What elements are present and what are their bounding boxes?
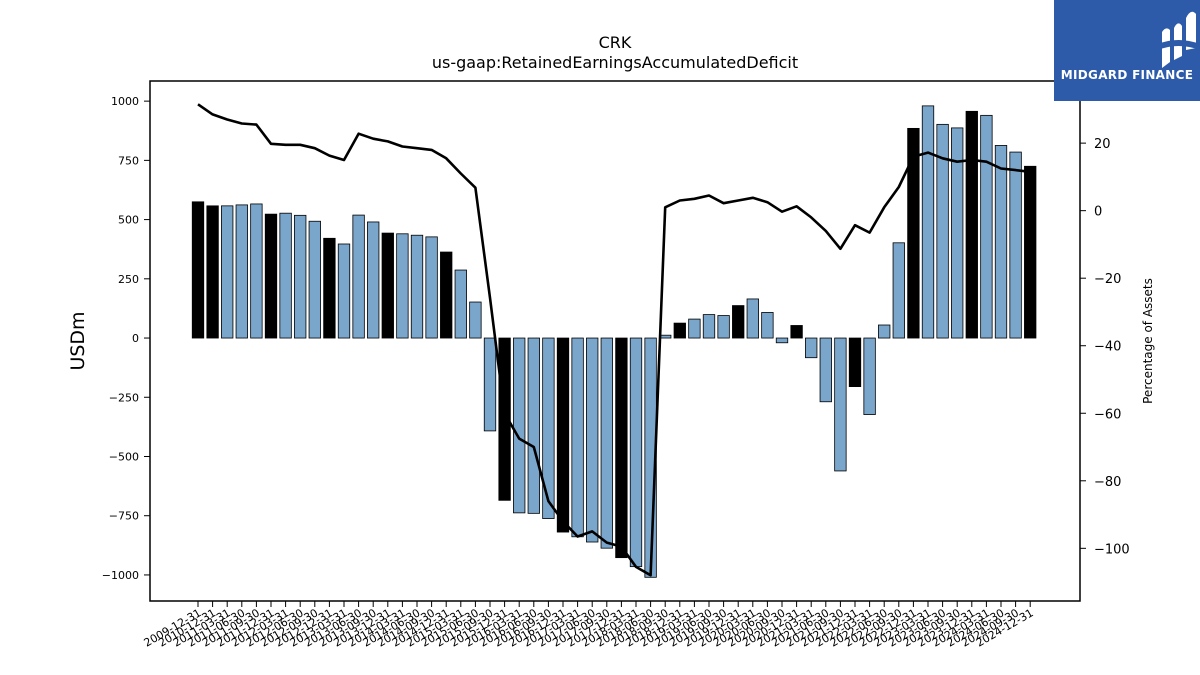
pct-assets-line	[197, 103, 1031, 577]
bar-series	[191, 105, 1037, 578]
bar-2019-06-30	[702, 314, 716, 339]
bar-2016-06-30	[527, 337, 540, 514]
y2-tick-label: −80	[1094, 475, 1121, 490]
plot-frame	[149, 80, 1081, 602]
bar-2016-03-31	[513, 337, 526, 514]
chart-title: CRK	[599, 33, 632, 52]
y-tick-label: −250	[109, 391, 139, 404]
bar-2015-03-31	[454, 269, 467, 339]
bar-2023-06-30	[936, 123, 949, 339]
bar-2019-03-31	[688, 318, 701, 339]
bar-2011-12-31	[264, 213, 278, 339]
bar-2016-09-30	[542, 337, 555, 519]
y-axis-label: USDm	[67, 311, 89, 370]
bar-2012-09-30	[308, 220, 321, 339]
bar-2021-09-30	[834, 337, 847, 472]
y2-tick-label: 20	[1094, 137, 1111, 152]
bar-2020-06-30	[761, 312, 774, 339]
y-tick-label: −500	[109, 450, 139, 463]
y2-tick-label: 0	[1094, 205, 1102, 220]
y2-tick-label: −40	[1094, 340, 1121, 355]
bar-2015-06-30	[469, 301, 482, 339]
x-axis: 2009-12-312010-12-312011-03-312011-06-30…	[142, 601, 1036, 650]
bar-2022-12-31	[907, 127, 920, 339]
chart-subtitle: us-gaap:RetainedEarningsAccumulatedDefic…	[432, 53, 798, 72]
bar-2020-12-31	[790, 325, 803, 339]
y-tick-label: 500	[118, 214, 139, 227]
bar-2012-03-31	[279, 212, 292, 339]
bar-2024-09-30	[1009, 151, 1022, 339]
y-tick-label: 0	[132, 332, 139, 345]
bar-2010-12-31	[206, 205, 219, 339]
y2-tick-label: −60	[1094, 407, 1121, 422]
bar-2022-06-30	[878, 324, 891, 339]
brand-logo: MIDGARD FINANCE	[1054, 0, 1200, 101]
y2-axis: 20 0 −20 −40 −60 −80 −100	[1080, 137, 1130, 557]
bar-2019-12-31	[732, 305, 745, 339]
bar-2017-12-31	[615, 337, 628, 559]
bar-2020-09-30	[775, 337, 789, 344]
y2-tick-label: −100	[1094, 542, 1130, 557]
bar-2011-09-30	[250, 203, 263, 339]
bar-2021-03-31	[805, 337, 818, 359]
bar-2013-12-31	[381, 232, 394, 339]
bar-2014-03-31	[396, 233, 409, 339]
bar-2024-12-31	[1024, 165, 1037, 339]
bar-2019-09-30	[717, 315, 730, 339]
bar-2017-06-30	[586, 337, 599, 543]
bar-2012-06-30	[294, 214, 307, 339]
y2-axis-label: Percentage of Assets	[1141, 278, 1155, 404]
bar-2013-06-30	[352, 214, 365, 339]
y-axis: 1000 750 500 250 0 −250 −500 −750 −1000	[102, 95, 150, 582]
y-tick-label: −750	[109, 510, 139, 523]
bar-2024-03-31	[980, 114, 993, 339]
bar-2020-03-31	[746, 298, 759, 339]
bar-2021-06-30	[819, 337, 832, 403]
midgard-logo-icon	[1158, 11, 1200, 68]
bar-2013-03-31	[337, 243, 351, 339]
bar-2014-09-30	[425, 236, 438, 339]
bar-2009-12-31	[191, 201, 205, 339]
bar-2011-06-30	[235, 204, 248, 339]
bar-2018-12-31	[673, 322, 686, 339]
bar-2022-09-30	[892, 242, 905, 339]
bar-2014-06-30	[410, 234, 424, 339]
bar-2012-12-31	[323, 237, 336, 339]
bar-2016-12-31	[556, 337, 570, 533]
y-tick-label: −1000	[102, 569, 139, 582]
line-series	[197, 103, 1031, 577]
bar-2015-12-31	[498, 337, 511, 501]
bar-2013-09-30	[367, 221, 380, 339]
y2-tick-label: −20	[1094, 272, 1121, 287]
bar-2024-06-30	[994, 145, 1008, 339]
bar-2014-12-31	[440, 251, 453, 339]
bar-2023-12-31	[965, 110, 978, 339]
bar-2023-09-30	[951, 127, 964, 339]
bar-2017-03-31	[571, 337, 584, 538]
y-tick-label: 250	[118, 273, 139, 286]
bar-2023-03-31	[921, 105, 935, 339]
bar-2017-09-30	[600, 337, 613, 549]
bar-2021-12-31	[848, 337, 862, 388]
y-tick-label: 1000	[111, 95, 139, 108]
bar-2022-03-31	[863, 337, 876, 415]
bar-2018-03-31	[629, 337, 643, 568]
bar-2011-03-31	[221, 205, 234, 339]
brand-name: MIDGARD FINANCE	[1060, 68, 1194, 82]
y-tick-label: 750	[118, 154, 139, 167]
bar-2015-09-30	[483, 337, 497, 432]
